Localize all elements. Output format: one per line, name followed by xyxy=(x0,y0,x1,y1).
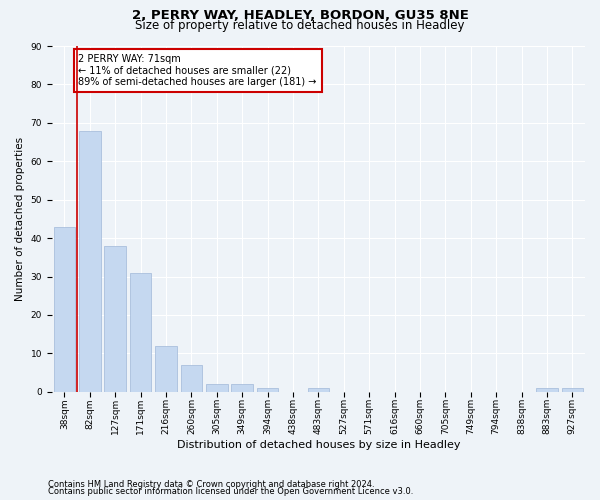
Text: Size of property relative to detached houses in Headley: Size of property relative to detached ho… xyxy=(135,19,465,32)
Bar xyxy=(257,388,278,392)
Bar xyxy=(232,384,253,392)
X-axis label: Distribution of detached houses by size in Headley: Distribution of detached houses by size … xyxy=(176,440,460,450)
Text: Contains public sector information licensed under the Open Government Licence v3: Contains public sector information licen… xyxy=(48,487,413,496)
Bar xyxy=(536,388,558,392)
Text: 2 PERRY WAY: 71sqm
← 11% of detached houses are smaller (22)
89% of semi-detache: 2 PERRY WAY: 71sqm ← 11% of detached hou… xyxy=(79,54,317,87)
Bar xyxy=(562,388,583,392)
Bar xyxy=(130,272,151,392)
Bar xyxy=(308,388,329,392)
Y-axis label: Number of detached properties: Number of detached properties xyxy=(15,137,25,301)
Bar xyxy=(181,365,202,392)
Bar xyxy=(53,226,75,392)
Text: 2, PERRY WAY, HEADLEY, BORDON, GU35 8NE: 2, PERRY WAY, HEADLEY, BORDON, GU35 8NE xyxy=(131,9,469,22)
Text: Contains HM Land Registry data © Crown copyright and database right 2024.: Contains HM Land Registry data © Crown c… xyxy=(48,480,374,489)
Bar xyxy=(79,130,101,392)
Bar xyxy=(206,384,227,392)
Bar xyxy=(155,346,177,392)
Bar xyxy=(104,246,126,392)
